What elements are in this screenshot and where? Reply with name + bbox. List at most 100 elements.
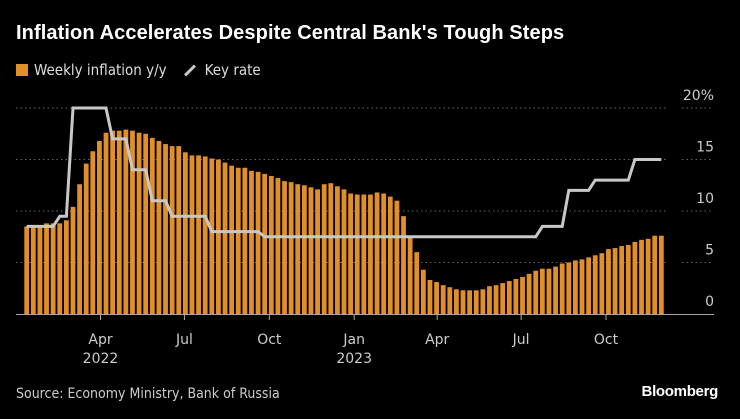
x-tick-year: 2022: [83, 351, 119, 367]
inflation-bar: [454, 289, 459, 314]
inflation-bar: [328, 183, 334, 314]
inflation-bar: [394, 200, 400, 314]
inflation-bar: [354, 194, 360, 314]
inflation-bar: [222, 162, 228, 314]
inflation-bar: [301, 185, 307, 314]
inflation-bar: [606, 249, 611, 314]
chart-title: Inflation Accelerates Despite Central Ba…: [16, 22, 565, 44]
inflation-bar: [315, 189, 320, 314]
inflation-bar: [387, 196, 393, 314]
inflation-bar: [321, 184, 327, 314]
inflation-bar: [24, 226, 30, 314]
inflation-bar: [235, 167, 241, 314]
inflation-bar: [83, 163, 89, 314]
inflation-bar: [255, 171, 261, 314]
inflation-bar: [460, 290, 466, 314]
inflation-bar: [295, 184, 301, 314]
inflation-bar: [658, 235, 664, 314]
inflation-bar: [335, 186, 340, 314]
inflation-bar: [440, 285, 446, 314]
inflation-bar: [242, 167, 248, 314]
x-tick-label: Jul: [175, 332, 193, 348]
inflation-bar: [566, 262, 572, 314]
source-note: Source: Economy Ministry, Bank of Russia: [16, 386, 280, 402]
inflation-bar: [288, 182, 294, 314]
inflation-bar: [341, 189, 347, 314]
inflation-bar: [156, 140, 162, 314]
x-tick-label: Jul: [512, 332, 530, 348]
inflation-bar: [57, 223, 63, 314]
inflation-bar: [632, 241, 638, 314]
inflation-bar: [493, 285, 499, 314]
inflation-bar: [579, 259, 585, 314]
inflation-bar: [473, 290, 479, 314]
inflation-bar: [487, 286, 492, 314]
x-tick-label: Apr: [425, 332, 449, 348]
inflation-bar: [559, 263, 565, 314]
inflation-bar: [480, 289, 486, 314]
inflation-bar: [420, 269, 426, 314]
inflation-bar: [361, 194, 367, 314]
inflation-bar: [348, 193, 354, 314]
inflation-bar: [63, 220, 69, 314]
inflation-bar: [526, 273, 532, 314]
inflation-bar: [202, 156, 208, 314]
bloomberg-logo: Bloomberg: [641, 383, 719, 400]
inflation-bar: [116, 130, 122, 314]
inflation-bar: [599, 253, 605, 314]
inflation-bar: [103, 132, 109, 314]
inflation-bar: [539, 268, 545, 314]
inflation-bar: [368, 194, 373, 314]
inflation-bar: [500, 283, 506, 314]
inflation-bar: [176, 146, 182, 314]
inflation-bar: [262, 173, 268, 314]
inflation-bar: [573, 260, 578, 314]
inflation-bar: [652, 235, 658, 314]
inflation-bar: [414, 252, 420, 314]
inflation-bar: [249, 170, 254, 314]
inflation-bar: [592, 255, 598, 314]
y-tick-label: 15: [696, 140, 714, 156]
inflation-bar: [427, 280, 433, 314]
x-tick-label: Oct: [594, 332, 619, 348]
inflation-bar: [447, 287, 453, 314]
inflation-bar: [506, 281, 512, 314]
inflation-bar: [619, 246, 625, 314]
legend: Weekly inflation y/y Key rate: [16, 61, 261, 79]
inflation-bar: [229, 165, 235, 314]
inflation-bar: [513, 278, 519, 314]
inflation-bar: [268, 175, 274, 314]
inflation-bar: [282, 181, 287, 314]
inflation-bar: [143, 133, 149, 314]
x-tick-label: Jan: [342, 332, 365, 348]
inflation-bar: [169, 146, 175, 314]
x-tick-label: Apr: [88, 332, 112, 348]
key-rate-line: [26, 106, 662, 239]
inflation-bar: [50, 223, 56, 314]
inflation-bar: [44, 223, 49, 314]
inflation-bar: [163, 144, 168, 314]
inflation-bar: [123, 129, 129, 314]
inflation-bar: [639, 239, 644, 314]
inflation-bar: [645, 238, 651, 314]
inflation-bar: [90, 151, 96, 314]
inflation-bar: [182, 152, 188, 314]
inflation-bar: [209, 158, 215, 314]
x-tick-label: Oct: [257, 332, 282, 348]
y-tick-label: 20%: [683, 88, 714, 104]
inflation-bar: [533, 270, 539, 314]
inflation-bar: [189, 155, 195, 314]
inflation-bar: [110, 130, 116, 314]
legend-swatch-bars: [16, 64, 28, 76]
inflation-bar: [625, 244, 631, 314]
inflation-bar: [374, 192, 380, 314]
inflation-bar: [30, 226, 36, 314]
inflation-bar: [546, 268, 552, 314]
inflation-bar: [434, 282, 439, 314]
inflation-bar: [407, 237, 413, 314]
inflation-bar: [381, 193, 387, 314]
inflation-bar: [401, 216, 406, 314]
inflation-bar: [612, 248, 618, 314]
inflation-bar: [467, 290, 473, 314]
